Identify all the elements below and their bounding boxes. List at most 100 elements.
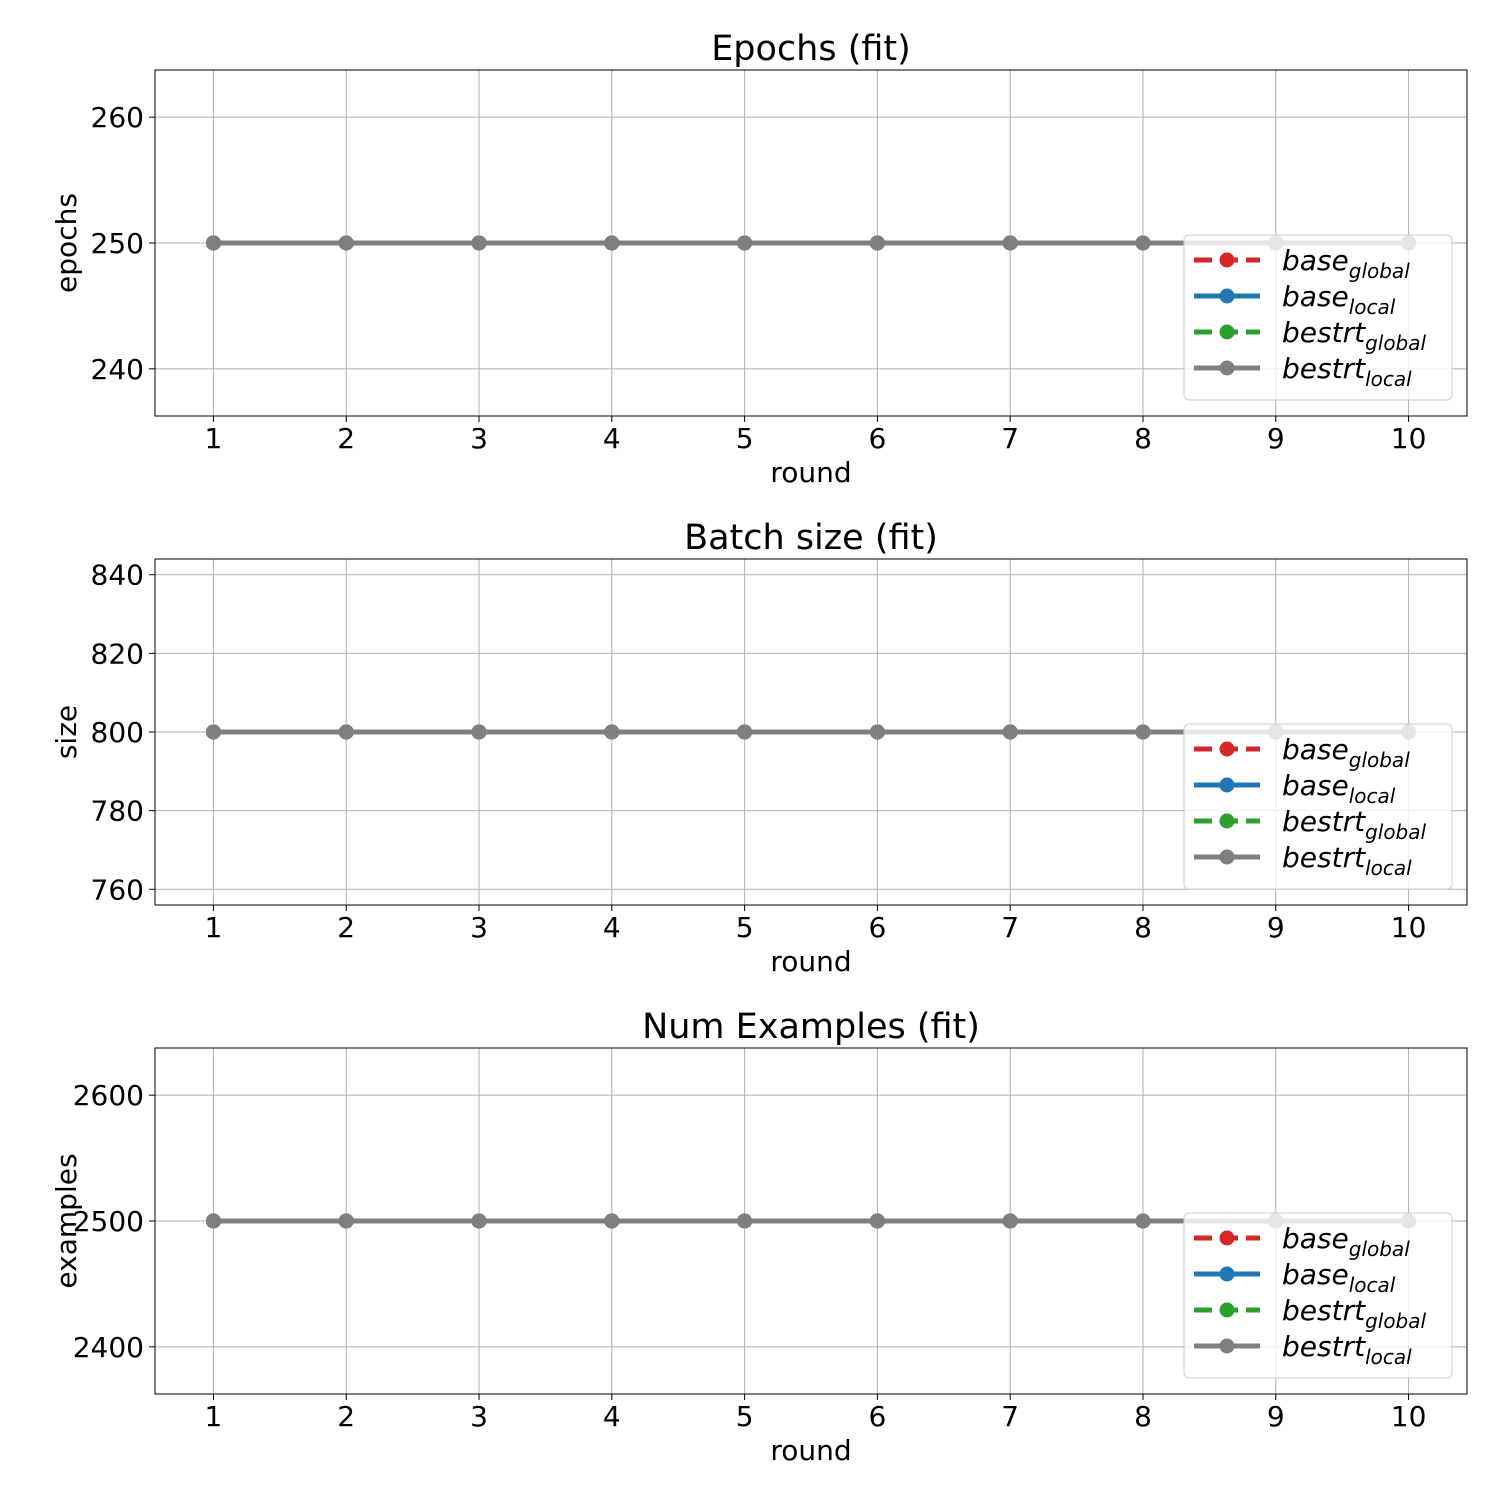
y-tick-label: 2500 xyxy=(73,1205,144,1238)
y-axis-label: epochs xyxy=(50,193,83,293)
y-tick-label: 240 xyxy=(91,353,144,386)
data-point-bestrt-local xyxy=(869,235,885,251)
y-tick-label: 2400 xyxy=(73,1331,144,1364)
data-point-bestrt-local xyxy=(1002,1213,1018,1229)
legend-entry-name: base xyxy=(1282,1258,1349,1291)
data-point-bestrt-local xyxy=(737,235,753,251)
legend-swatch-marker xyxy=(1219,1266,1235,1282)
x-tick-label: 2 xyxy=(337,1400,355,1433)
chart-panel-3: 1 2 3 4 5 6 7 8 9 10 2400 2500 2600 Num Examples (fit… xyxy=(50,1007,1468,1467)
data-point-bestrt-local xyxy=(1135,1213,1151,1229)
x-axis-label: round xyxy=(770,1434,851,1467)
data-point-bestrt-local xyxy=(1002,724,1018,740)
data-point-bestrt-local xyxy=(869,1213,885,1229)
x-tick-label: 1 xyxy=(205,422,223,455)
x-tick-label: 4 xyxy=(603,911,621,944)
legend-entry-name: bestrt xyxy=(1282,1294,1366,1327)
data-point-bestrt-local xyxy=(737,1213,753,1229)
data-point-bestrt-local xyxy=(604,1213,620,1229)
y-tick-label: 760 xyxy=(91,873,144,906)
x-tick-label: 9 xyxy=(1267,422,1285,455)
x-tick-label: 6 xyxy=(868,422,886,455)
data-point-bestrt-local xyxy=(737,724,753,740)
x-tick-label: 3 xyxy=(470,911,488,944)
data-point-bestrt-local xyxy=(1135,235,1151,251)
legend-entry-subscript: local xyxy=(1365,1345,1412,1369)
legend-entry-subscript: local xyxy=(1365,856,1412,880)
y-tick-label: 780 xyxy=(91,795,144,828)
legend-entry-name: base xyxy=(1282,280,1349,313)
legend-entry-name: bestrt xyxy=(1282,352,1366,385)
legend-swatch-marker xyxy=(1219,1302,1235,1318)
y-tick-label: 260 xyxy=(91,101,144,134)
legend: baseglobalbaselocalbestrtglobalbestrtloc… xyxy=(1183,234,1453,401)
legend-entry-name: bestrt xyxy=(1282,316,1366,349)
legend-entry: baselocal xyxy=(1282,769,1396,808)
y-axis-label: examples xyxy=(50,1153,83,1288)
legend-entry-name: base xyxy=(1282,769,1349,802)
y-tick-label: 2600 xyxy=(73,1079,144,1112)
legend-entry-subscript: global xyxy=(1349,1237,1410,1261)
legend-entry-name: base xyxy=(1282,733,1349,766)
x-tick-label: 6 xyxy=(868,1400,886,1433)
legend-entry-name: bestrt xyxy=(1282,1330,1366,1363)
legend-entry-name: base xyxy=(1282,1222,1349,1255)
data-point-bestrt-local xyxy=(471,1213,487,1229)
data-point-bestrt-local xyxy=(338,724,354,740)
legend-entry-subscript: global xyxy=(1365,1309,1426,1333)
legend-entry-subscript: global xyxy=(1365,820,1426,844)
x-tick-label: 10 xyxy=(1391,1400,1427,1433)
x-tick-label: 8 xyxy=(1134,422,1152,455)
x-tick-label: 4 xyxy=(603,422,621,455)
legend-entry-subscript: global xyxy=(1365,331,1426,355)
legend-swatch-marker xyxy=(1219,324,1235,340)
legend-swatch-marker xyxy=(1219,1338,1235,1354)
legend-swatch-marker xyxy=(1219,849,1235,865)
data-point-bestrt-local xyxy=(205,235,221,251)
data-point-bestrt-local xyxy=(205,1213,221,1229)
legend-entry: bestrtglobal xyxy=(1282,1294,1427,1333)
legend-entry-subscript: global xyxy=(1349,748,1410,772)
y-tick-label: 250 xyxy=(91,227,144,260)
legend-entry: bestrtglobal xyxy=(1282,316,1427,355)
x-tick-label: 7 xyxy=(1001,911,1019,944)
legend-swatch-marker xyxy=(1219,813,1235,829)
data-point-bestrt-local xyxy=(869,724,885,740)
x-tick-label: 10 xyxy=(1391,911,1427,944)
legend-entry: baseglobal xyxy=(1282,733,1410,772)
legend-entry: bestrtlocal xyxy=(1282,841,1412,880)
legend-swatch-marker xyxy=(1219,360,1235,376)
legend-entry: bestrtglobal xyxy=(1282,805,1427,844)
data-point-bestrt-local xyxy=(604,235,620,251)
legend: baseglobalbaselocalbestrtglobalbestrtloc… xyxy=(1183,723,1453,890)
x-tick-label: 2 xyxy=(337,911,355,944)
legend-entry-subscript: global xyxy=(1349,259,1410,283)
chart-panel-2: 1 2 3 4 5 6 7 8 9 10 760 780 800 820 840 Batch size (fi… xyxy=(50,518,1468,978)
legend-entry: bestrtlocal xyxy=(1282,352,1412,391)
legend-entry-name: bestrt xyxy=(1282,805,1366,838)
x-tick-label: 1 xyxy=(205,1400,223,1433)
y-axis-label: size xyxy=(50,705,83,759)
x-tick-label: 9 xyxy=(1267,1400,1285,1433)
x-tick-label: 10 xyxy=(1391,422,1427,455)
legend-swatch-marker xyxy=(1219,252,1235,268)
y-tick-label: 800 xyxy=(91,716,144,749)
data-point-bestrt-local xyxy=(471,235,487,251)
x-tick-label: 4 xyxy=(603,1400,621,1433)
legend: baseglobalbaselocalbestrtglobalbestrtloc… xyxy=(1183,1212,1453,1379)
legend-entry-subscript: local xyxy=(1349,295,1396,319)
legend-entry: baseglobal xyxy=(1282,244,1410,283)
legend-entry-name: base xyxy=(1282,244,1349,277)
x-axis-label: round xyxy=(770,456,851,489)
data-point-bestrt-local xyxy=(205,724,221,740)
x-tick-label: 8 xyxy=(1134,911,1152,944)
data-point-bestrt-local xyxy=(338,1213,354,1229)
legend-entry: baselocal xyxy=(1282,280,1396,319)
legend-frame xyxy=(1183,1212,1453,1379)
legend-entry-subscript: local xyxy=(1349,1273,1396,1297)
legend-entry-subscript: local xyxy=(1349,784,1396,808)
x-tick-label: 5 xyxy=(736,911,754,944)
legend-swatch-marker xyxy=(1219,777,1235,793)
chart-title: Batch size (fit) xyxy=(684,518,938,558)
